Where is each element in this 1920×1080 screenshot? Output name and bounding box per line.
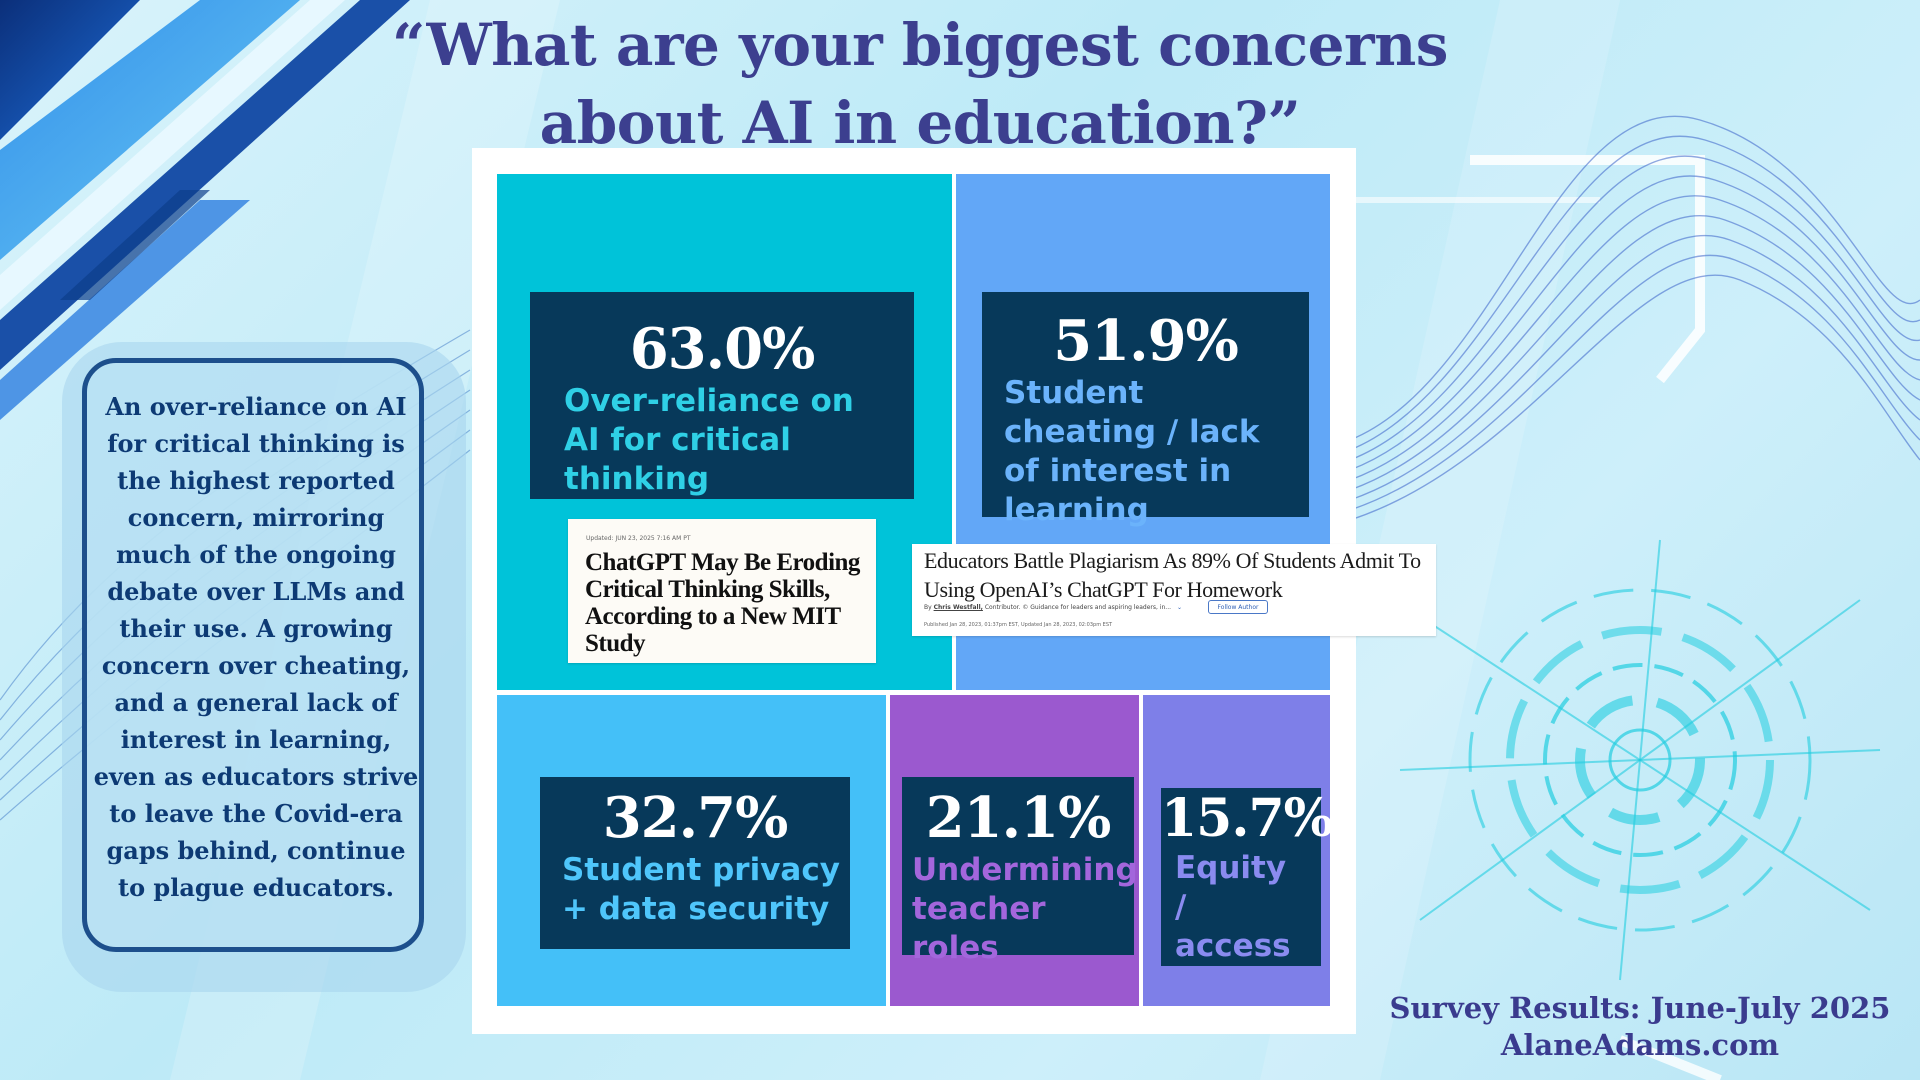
byline-author: Chris Westfall, bbox=[933, 604, 983, 611]
survey-dates: Survey Results: June-July 2025 bbox=[1389, 991, 1891, 1025]
commentary-text: An over-reliance on AI for critical thin… bbox=[93, 392, 419, 902]
stat-equity-access: 15.7% Equity / access bbox=[1161, 788, 1333, 966]
stat-undermining-teacher-roles: 21.1% Undermining teacher roles bbox=[902, 777, 1138, 966]
stat-label-undermining-teacher-roles: Undermining teacher roles bbox=[912, 852, 1138, 966]
stat-value-equity-access: 15.7% bbox=[1161, 788, 1333, 849]
chart-title: “What are your biggest concerns about AI… bbox=[330, 6, 1510, 162]
stat-student-privacy: 32.7% Student privacy + data security bbox=[540, 777, 850, 949]
source-website: AlaneAdams.com bbox=[1500, 1028, 1780, 1062]
byline-prefix: By bbox=[924, 604, 932, 611]
commentary-box bbox=[82, 358, 424, 952]
footer: Survey Results: June-July 2025 AlaneAdam… bbox=[1380, 990, 1900, 1064]
byline-contributor: Contributor. © Guidance for leaders and … bbox=[984, 604, 1172, 611]
stat-value-over-reliance: 63.0% bbox=[629, 316, 816, 382]
stat-over-reliance: 63.0% Over-reliance on AI for critical t… bbox=[530, 292, 914, 499]
stat-value-undermining-teacher-roles: 21.1% bbox=[925, 785, 1112, 851]
stat-student-cheating: 51.9% Student cheating / lack of interes… bbox=[982, 292, 1309, 528]
chevron-down-icon: ⌄ bbox=[1176, 604, 1182, 611]
stat-label-student-privacy: Student privacy + data security bbox=[562, 852, 840, 927]
clipping-byline: By Chris Westfall, Contributor. © Guidan… bbox=[924, 604, 1182, 611]
title-line-2: about AI in education?” bbox=[539, 89, 1301, 157]
clipping-published-date: Published Jan 28, 2023, 01:37pm EST, Upd… bbox=[924, 622, 1113, 628]
stat-label-over-reliance: Over-reliance on AI for critical thinkin… bbox=[564, 383, 854, 497]
stat-value-student-privacy: 32.7% bbox=[602, 785, 789, 851]
news-clipping-mit-study: Updated: JUN 23, 2025 7:16 AM PT ChatGPT… bbox=[568, 519, 876, 663]
stat-label-student-cheating: Student cheating / lack of interest in l… bbox=[1004, 375, 1260, 528]
news-clipping-plagiarism: Educators Battle Plagiarism As 89% Of St… bbox=[912, 544, 1436, 636]
clipping-updated-date: Updated: JUN 23, 2025 7:16 AM PT bbox=[586, 535, 691, 542]
clipping-headline: Educators Battle Plagiarism As 89% Of St… bbox=[924, 548, 1421, 602]
title-line-1: “What are your biggest concerns bbox=[392, 11, 1448, 79]
follow-author-button: Follow Author bbox=[1208, 600, 1268, 614]
stat-value-student-cheating: 51.9% bbox=[1053, 308, 1239, 374]
stat-label-equity-access: Equity / access bbox=[1175, 850, 1291, 964]
clipping-headline: ChatGPT May Be Eroding Critical Thinking… bbox=[585, 549, 860, 657]
